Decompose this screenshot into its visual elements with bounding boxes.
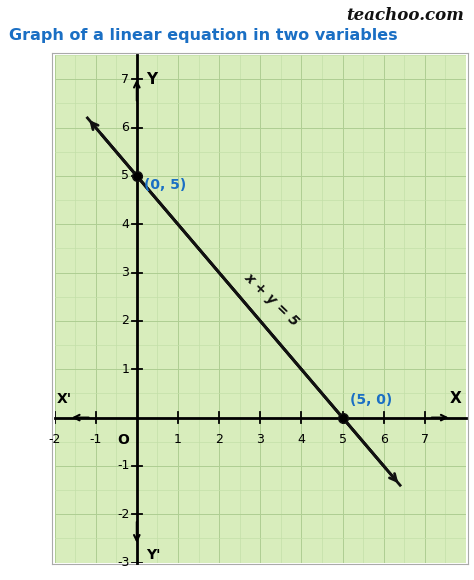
Text: -1: -1 xyxy=(117,459,129,473)
Text: 4: 4 xyxy=(121,218,129,231)
Text: (5, 0): (5, 0) xyxy=(350,393,392,407)
Text: 6: 6 xyxy=(121,121,129,134)
Text: teachoo.com: teachoo.com xyxy=(346,7,465,24)
Text: 3: 3 xyxy=(256,433,264,446)
Text: -2: -2 xyxy=(48,433,61,446)
Text: -1: -1 xyxy=(90,433,102,446)
Text: 7: 7 xyxy=(121,72,129,86)
Text: 1: 1 xyxy=(121,362,129,376)
Text: 5: 5 xyxy=(121,169,129,183)
Text: -2: -2 xyxy=(117,508,129,521)
Text: 2: 2 xyxy=(215,433,223,446)
Text: X': X' xyxy=(57,392,73,405)
Text: 3: 3 xyxy=(121,266,129,279)
Text: Graph of a linear equation in two variables: Graph of a linear equation in two variab… xyxy=(9,28,398,43)
Text: 2: 2 xyxy=(121,314,129,328)
Text: (0, 5): (0, 5) xyxy=(144,179,186,193)
Text: 1: 1 xyxy=(174,433,182,446)
Text: X: X xyxy=(450,390,462,405)
Text: O: O xyxy=(118,433,129,447)
Text: Y': Y' xyxy=(146,548,160,562)
Text: 4: 4 xyxy=(297,433,305,446)
Text: 5: 5 xyxy=(338,433,346,446)
Text: x + y = 5: x + y = 5 xyxy=(242,270,302,328)
Text: 7: 7 xyxy=(421,433,429,446)
Text: Y: Y xyxy=(146,72,157,87)
Text: -3: -3 xyxy=(117,556,129,569)
Text: 6: 6 xyxy=(380,433,388,446)
